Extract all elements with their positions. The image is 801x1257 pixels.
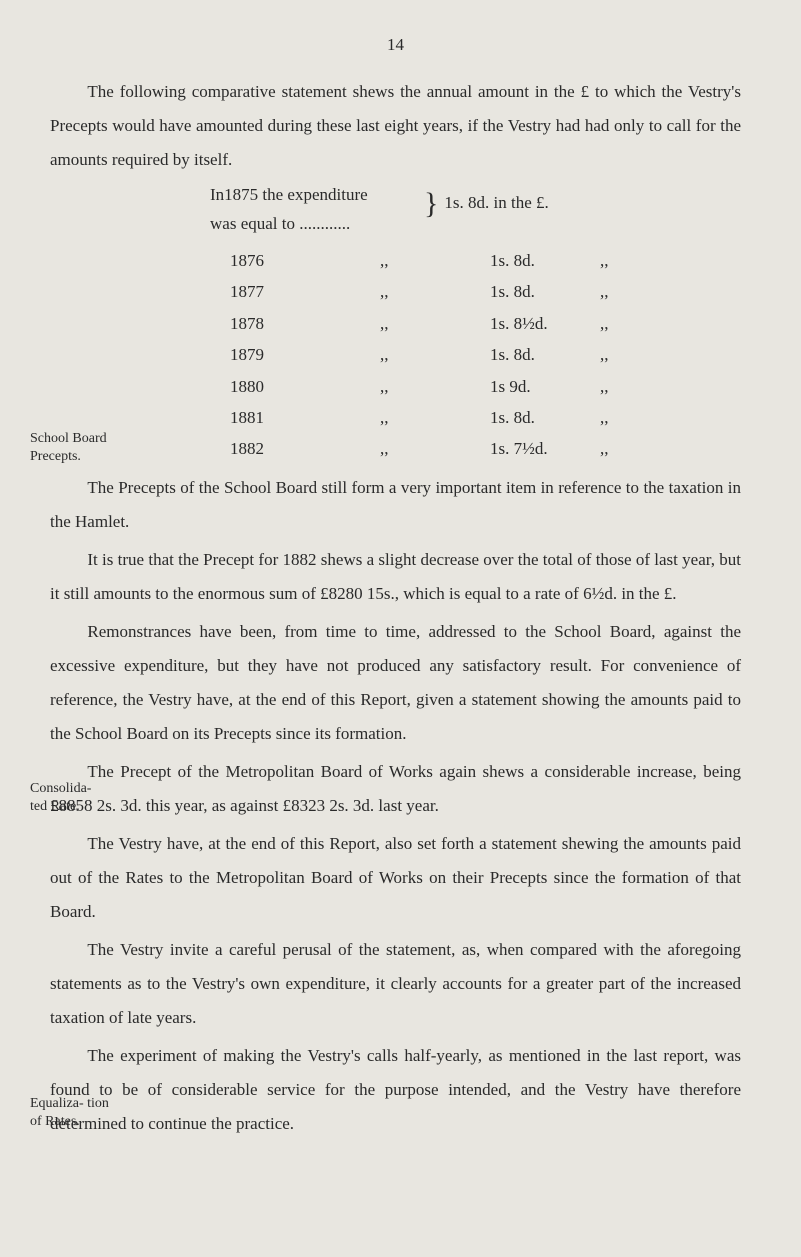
margin-note-consolidated: Consolida- ted Rate.: [30, 780, 110, 815]
margin-note-school: School Board Precepts.: [30, 430, 110, 465]
text-line: was equal to ............: [210, 210, 430, 239]
ditto-mark: ,,: [600, 245, 630, 276]
rate-year: 1879: [230, 339, 380, 370]
ditto-mark: ,,: [600, 402, 630, 433]
rate-value: 1s. 8d.: [490, 245, 600, 276]
ditto-mark: ,,: [600, 339, 630, 370]
rate-row: 1878 ,, 1s. 8½d. ,,: [230, 308, 741, 339]
paragraph: Remonstrances have been, from time to ti…: [50, 615, 741, 751]
rate-row: 1876 ,, 1s. 8d. ,,: [230, 245, 741, 276]
rate-value: 1s. 8½d.: [490, 308, 600, 339]
brace-icon: }: [424, 189, 438, 247]
rate-year: 1882: [230, 433, 380, 464]
rate-value: 1s. 8d.: [490, 402, 600, 433]
rate-value: 1s. 8d.: [490, 339, 600, 370]
ditto-mark: ,,: [380, 245, 490, 276]
paragraph: The following comparative statement shew…: [50, 75, 741, 177]
ditto-mark: ,,: [600, 308, 630, 339]
rate-year: 1878: [230, 308, 380, 339]
paragraph: The Precepts of the School Board still f…: [50, 471, 741, 539]
rate-row: 1879 ,, 1s. 8d. ,,: [230, 339, 741, 370]
ditto-mark: ,,: [600, 371, 630, 402]
paragraph: The experiment of making the Vestry's ca…: [50, 1039, 741, 1141]
rate-row: 1877 ,, 1s. 8d. ,,: [230, 276, 741, 307]
rate-year: 1876: [230, 245, 380, 276]
paragraph: The Vestry invite a careful perusal of t…: [50, 933, 741, 1035]
ditto-mark: ,,: [380, 402, 490, 433]
paragraph: The Precept of the Metropolitan Board of…: [50, 755, 741, 823]
rate-value: 1s. 8d.: [490, 276, 600, 307]
ditto-mark: ,,: [380, 339, 490, 370]
body-text: The following comparative statement shew…: [50, 75, 741, 1141]
rate-row: 1880 ,, 1s 9d. ,,: [230, 371, 741, 402]
rate-year: 1880: [230, 371, 380, 402]
ditto-mark: ,,: [380, 308, 490, 339]
rate-value: 1s 9d.: [490, 371, 600, 402]
rate-year: 1877: [230, 276, 380, 307]
ditto-mark: ,,: [380, 276, 490, 307]
paragraph: It is true that the Precept for 1882 she…: [50, 543, 741, 611]
rate-year: 1881: [230, 402, 380, 433]
ditto-mark: ,,: [380, 371, 490, 402]
rate-row: 1882 ,, 1s. 7½d. ,,: [230, 433, 741, 464]
text-line: 1s. 8d. in the £.: [444, 181, 548, 239]
text-line: In1875 the expenditure: [210, 181, 430, 210]
ditto-mark: ,,: [600, 276, 630, 307]
rate-row: 1881 ,, 1s. 8d. ,,: [230, 402, 741, 433]
rate-table: 1876 ,, 1s. 8d. ,, 1877 ,, 1s. 8d. ,, 18…: [230, 245, 741, 465]
rate-value: 1s. 7½d.: [490, 433, 600, 464]
ditto-mark: ,,: [380, 433, 490, 464]
rate-first-entry: In1875 the expenditure was equal to ....…: [210, 181, 741, 239]
ditto-mark: ,,: [600, 433, 630, 464]
paragraph: The Vestry have, at the end of this Repo…: [50, 827, 741, 929]
margin-note-equalization: Equaliza- tion of Rates.: [30, 1095, 110, 1130]
page-number: 14: [50, 35, 741, 55]
